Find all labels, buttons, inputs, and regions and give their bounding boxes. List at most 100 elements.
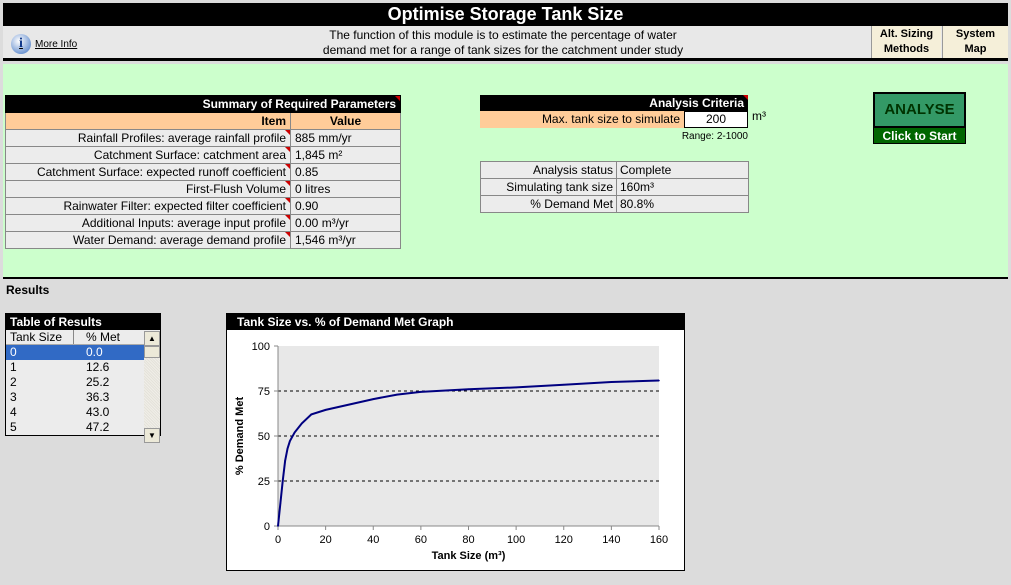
summary-value: 0.90 — [290, 197, 401, 215]
tank-size-cell: 0 — [10, 345, 17, 359]
criteria-title: Analysis Criteria — [480, 95, 748, 111]
system-map-button[interactable]: System Map — [942, 26, 1008, 58]
results-row[interactable]: 4 43.0 — [6, 405, 144, 420]
data-point — [562, 383, 565, 386]
max-tank-input[interactable]: 200 — [684, 111, 748, 128]
data-point — [467, 388, 470, 390]
analyse-sub: Click to Start — [873, 128, 966, 144]
data-point — [293, 431, 296, 434]
status-table: Analysis status Complete Simulating tank s… — [480, 161, 749, 213]
percent-met-cell: 12.6 — [86, 360, 110, 374]
chart-svg: 0 25 50 75 100 0 20 40 60 80 100 120 140 160 Tank Size… — [234, 341, 668, 562]
x-tick-label: 140 — [602, 534, 620, 546]
scroll-up-icon[interactable]: ▲ — [144, 331, 160, 346]
percent-met-cell: 47.2 — [86, 420, 110, 434]
data-point — [396, 393, 398, 396]
percent-met-cell: 25.2 — [86, 375, 110, 389]
x-tick-label: 20 — [320, 534, 332, 546]
tank-size-cell: 3 — [10, 390, 17, 404]
data-point — [301, 422, 303, 425]
status-value: 160m³ — [616, 178, 749, 196]
data-point — [610, 381, 613, 383]
results-table: Table of Results Tank Size% Met 0 0.0 1 12.… — [5, 313, 161, 443]
system-map-label-1: System — [955, 28, 996, 40]
data-point — [277, 525, 279, 527]
tank-size-cell: 5 — [10, 420, 17, 434]
col-tank-size: Tank Size — [6, 330, 74, 344]
data-point — [324, 409, 327, 411]
summary-row: Catchment Surface: catchment area 1,845 m… — [5, 146, 401, 164]
max-tank-label: Max. tank size to simulate — [480, 111, 684, 128]
summary-item: Rainfall Profiles: average rainfall prof… — [5, 129, 291, 147]
more-info-label: More Info — [35, 38, 78, 50]
x-tick-label: 40 — [367, 534, 379, 546]
data-point — [289, 440, 291, 442]
description-line-1: The function of this module is to estima… — [329, 28, 677, 42]
data-point — [284, 459, 286, 462]
summary-row: First-Flush Volume 0 litres — [5, 180, 401, 198]
summary-item: Rainwater Filter: expected filter coeffi… — [5, 197, 291, 215]
data-point — [279, 502, 282, 505]
chart-title: Tank Size vs. % of Demand Met Graph — [227, 314, 684, 330]
summary-item: First-Flush Volume — [5, 180, 291, 198]
y-tick-label: 100 — [252, 341, 270, 353]
summary-item: Catchment Surface: catchment area — [5, 146, 291, 164]
summary-row: Water Demand: average demand profile 1,54… — [5, 231, 401, 249]
alt-sizing-methods-button[interactable]: Alt. Sizing Methods — [871, 26, 941, 58]
demand-met-chart: Tank Size vs. % of Demand Met Graph 0 25 5… — [226, 313, 685, 571]
analyse-label: ANALYSE — [873, 92, 966, 128]
status-row: Analysis status Complete — [480, 161, 749, 179]
status-label: % Demand Met — [480, 195, 617, 213]
scroll-thumb[interactable] — [144, 346, 160, 358]
results-scrollbar[interactable]: ▲ ▼ — [144, 331, 160, 443]
col-item: Item — [5, 112, 291, 130]
summary-row: Rainfall Profiles: average rainfall prof… — [5, 129, 401, 147]
system-map-label-2: Map — [964, 43, 987, 55]
summary-item: Catchment Surface: expected runoff coeff… — [5, 163, 291, 181]
data-point — [310, 413, 313, 416]
range-note: Range: 2-1000 — [681, 131, 748, 142]
scroll-down-icon[interactable]: ▼ — [144, 428, 160, 443]
x-tick-label: 100 — [507, 534, 525, 546]
unit-label: m³ — [752, 109, 766, 123]
col-percent-met: % Met — [86, 330, 121, 344]
results-heading: Results — [6, 283, 50, 297]
results-row[interactable]: 0 0.0 — [6, 345, 144, 360]
header-bar: i More Info The function of this module … — [3, 26, 1008, 61]
info-icon: i — [11, 34, 31, 54]
x-tick-label: 120 — [555, 534, 573, 546]
y-tick-label: 25 — [258, 476, 270, 488]
x-tick-label: 80 — [462, 534, 474, 546]
x-tick-label: 60 — [415, 534, 427, 546]
status-row: % Demand Met 80.8% — [480, 195, 749, 213]
summary-value: 0.85 — [290, 163, 401, 181]
summary-row: Additional Inputs: average input profile… — [5, 214, 401, 232]
data-point — [286, 447, 289, 450]
percent-met-cell: 36.3 — [86, 390, 110, 404]
results-row[interactable]: 5 47.2 — [6, 420, 144, 435]
x-tick-label: 160 — [650, 534, 668, 546]
status-value: 80.8% — [616, 195, 749, 213]
results-row[interactable]: 3 36.3 — [6, 390, 144, 405]
analyse-button[interactable]: ANALYSE Click to Start — [873, 92, 966, 144]
results-table-title: Table of Results — [6, 314, 160, 330]
tank-size-cell: 1 — [10, 360, 17, 374]
data-point — [515, 386, 517, 389]
tank-size-cell: 4 — [10, 405, 17, 419]
data-point — [420, 391, 422, 393]
alt-sizing-label-1: Alt. Sizing — [879, 28, 934, 40]
data-point — [348, 403, 351, 406]
module-description: The function of this module is to estima… — [253, 28, 753, 58]
results-row[interactable]: 1 12.6 — [6, 360, 144, 375]
summary-row: Rainwater Filter: expected filter coeffi… — [5, 197, 401, 215]
summary-value: 0 litres — [290, 180, 401, 198]
summary-row: Catchment Surface: expected runoff coeff… — [5, 163, 401, 181]
summary-item: Additional Inputs: average input profile — [5, 214, 291, 232]
col-value: Value — [290, 112, 401, 130]
status-label: Analysis status — [480, 161, 617, 179]
results-row[interactable]: 2 25.2 — [6, 375, 144, 390]
more-info-link[interactable]: i More Info — [11, 34, 77, 54]
percent-met-cell: 0.0 — [86, 345, 103, 359]
y-tick-label: 75 — [258, 386, 270, 398]
x-tick-label: 0 — [275, 534, 281, 546]
